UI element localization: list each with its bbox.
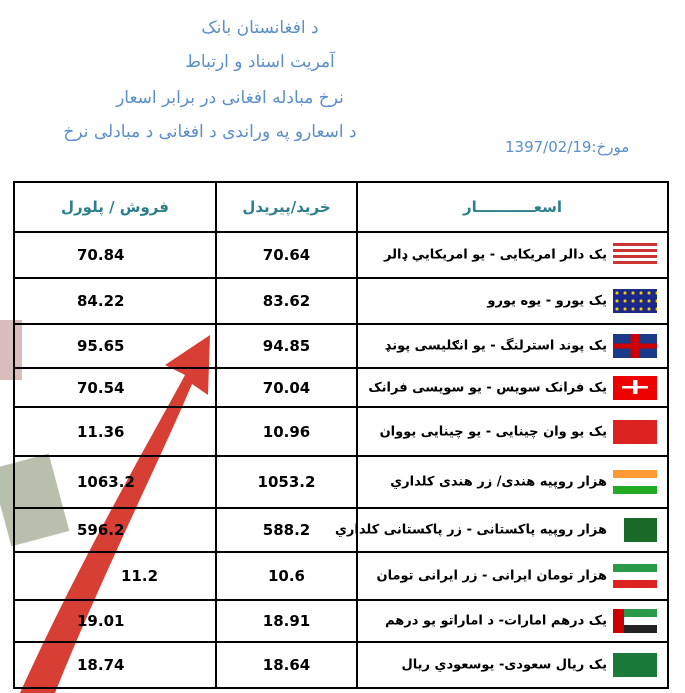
table-row: 11.36 10.96 یک یو وان چینایی - یو چینایی ی… <box>13 406 669 457</box>
table-row: 18.74 18.64 یک ریال سعودی- یوسعودي ریال <box>13 641 669 689</box>
currency-cell: یک دالر امریکایی - یو امریکایي ډالر <box>356 231 669 279</box>
currency-name: یک یو وان چینایی - یو چینایی یووان <box>379 424 607 439</box>
sell-rate: 70.84 <box>13 231 217 279</box>
pakistan-flag-icon <box>613 518 657 542</box>
currency-name: هزار روپیه هندی/ زر هندی کلداري <box>390 474 607 490</box>
currency-cell: یک ریال سعودی- یوسعودي ریال <box>356 641 669 689</box>
currency-name: یک ریال سعودی- یوسعودي ریال <box>401 657 608 673</box>
column-header-sell: فروش / پلورل <box>13 181 217 233</box>
currency-cell: یک یورو - یوه یورو <box>356 277 669 325</box>
title-pashto: د اسعارو په وراندی د افغانی د مبادلی نرخ <box>63 122 357 142</box>
buy-rate: 70.04 <box>215 367 358 408</box>
table-row: 596.2 588.2 هزار روپیه پاکستانی - زر پاکست… <box>13 507 669 553</box>
buy-rate: 10.6 <box>215 551 358 601</box>
sell-rate: 11.36 <box>13 406 217 457</box>
date-value: 1397/02/19 <box>505 138 592 156</box>
china-flag-icon <box>613 419 657 444</box>
exchange-rate-table: فروش / پلورل خرید/پیریدل اسعـــــــــــا… <box>13 181 669 689</box>
table-row: 84.22 83.62 یک یورو - یوه یورو <box>13 277 669 325</box>
title-dari: نرخ مبادله افغانی در برابر اسعار <box>116 88 344 108</box>
currency-cell: یک یو وان چینایی - یو چینایی یووان <box>356 406 669 457</box>
table-row: 70.54 70.04 یک فرانک سویس - یو سویسی فرانک <box>13 367 669 408</box>
buy-rate: 18.64 <box>215 641 358 689</box>
eu-flag-icon <box>613 289 657 313</box>
currency-cell: هزار روپیه پاکستانی - زر پاکستانی کلداري <box>335 507 669 553</box>
sell-rate: 596.2 <box>13 507 217 553</box>
currency-name: هزار روپیه پاکستانی - زر پاکستانی کلداري <box>335 522 607 538</box>
table-row: 19.01 18.91 یک درهم امارات- د اماراتو یو د… <box>13 599 669 643</box>
buy-rate: 1053.2 <box>215 455 358 509</box>
date-label: مورخ: <box>591 138 630 156</box>
iran-flag-icon <box>613 564 657 588</box>
table-row: 70.84 70.64 یک دالر امریکایی - یو امریکایي… <box>13 231 669 279</box>
table-row: 95.65 94.85 یک پوند استرلنگ - یو انګلیسی پ… <box>13 323 669 369</box>
currency-name: یک پوند استرلنگ - یو انګلیسی پونډ <box>384 338 607 354</box>
saudi-flag-icon <box>613 653 657 677</box>
currency-cell: هزار روپیه هندی/ زر هندی کلداري <box>356 455 669 509</box>
sell-rate: 18.74 <box>13 641 217 689</box>
department-name: آمریت اسناد و ارتباط <box>185 52 335 72</box>
column-header-currency: اسعـــــــــــار <box>356 181 669 233</box>
table-row: 11.2 10.6 هزار تومان ایرانی - زر ایرانی تو… <box>13 551 669 601</box>
table-row: 1063.2 1053.2 هزار روپیه هندی/ زر هندی کلد… <box>13 455 669 509</box>
column-header-buy: خرید/پیریدل <box>215 181 358 233</box>
sell-rate: 70.54 <box>13 367 217 408</box>
usa-flag-icon <box>613 243 657 267</box>
currency-name: هزار تومان ایرانی - زر ایرانی تومان <box>376 568 607 584</box>
india-flag-icon <box>613 470 657 494</box>
sell-rate: 84.22 <box>13 277 217 325</box>
currency-cell: یک فرانک سویس - یو سویسی فرانک <box>356 367 669 408</box>
buy-rate: 10.96 <box>215 406 358 457</box>
bank-name: د افغانستان بانک <box>201 18 319 38</box>
sell-rate: 11.2 <box>13 551 217 601</box>
buy-rate: 94.85 <box>215 323 358 369</box>
table-header-row: فروش / پلورل خرید/پیریدل اسعـــــــــــا… <box>13 181 669 233</box>
currency-name: یک درهم امارات- د اماراتو یو درهم <box>385 613 607 629</box>
currency-name: یک فرانک سویس - یو سویسی فرانک <box>368 380 607 395</box>
sell-rate: 1063.2 <box>13 455 217 509</box>
swiss-flag-icon <box>613 375 657 400</box>
currency-name: یک یورو - یوه یورو <box>487 293 607 309</box>
currency-cell: یک درهم امارات- د اماراتو یو درهم <box>356 599 669 643</box>
currency-name: یک دالر امریکایی - یو امریکایي ډالر <box>384 247 607 263</box>
sell-rate: 95.65 <box>13 323 217 369</box>
date: مورخ:1397/02/19 <box>505 138 629 156</box>
sell-rate: 19.01 <box>13 599 217 643</box>
buy-rate: 70.64 <box>215 231 358 279</box>
buy-rate: 83.62 <box>215 277 358 325</box>
buy-rate: 18.91 <box>215 599 358 643</box>
buy-rate: 588.2 <box>215 507 358 553</box>
uae-flag-icon <box>613 609 657 633</box>
currency-cell: هزار تومان ایرانی - زر ایرانی تومان <box>356 551 669 601</box>
uk-flag-icon <box>613 334 657 358</box>
currency-cell: یک پوند استرلنگ - یو انګلیسی پونډ <box>356 323 669 369</box>
